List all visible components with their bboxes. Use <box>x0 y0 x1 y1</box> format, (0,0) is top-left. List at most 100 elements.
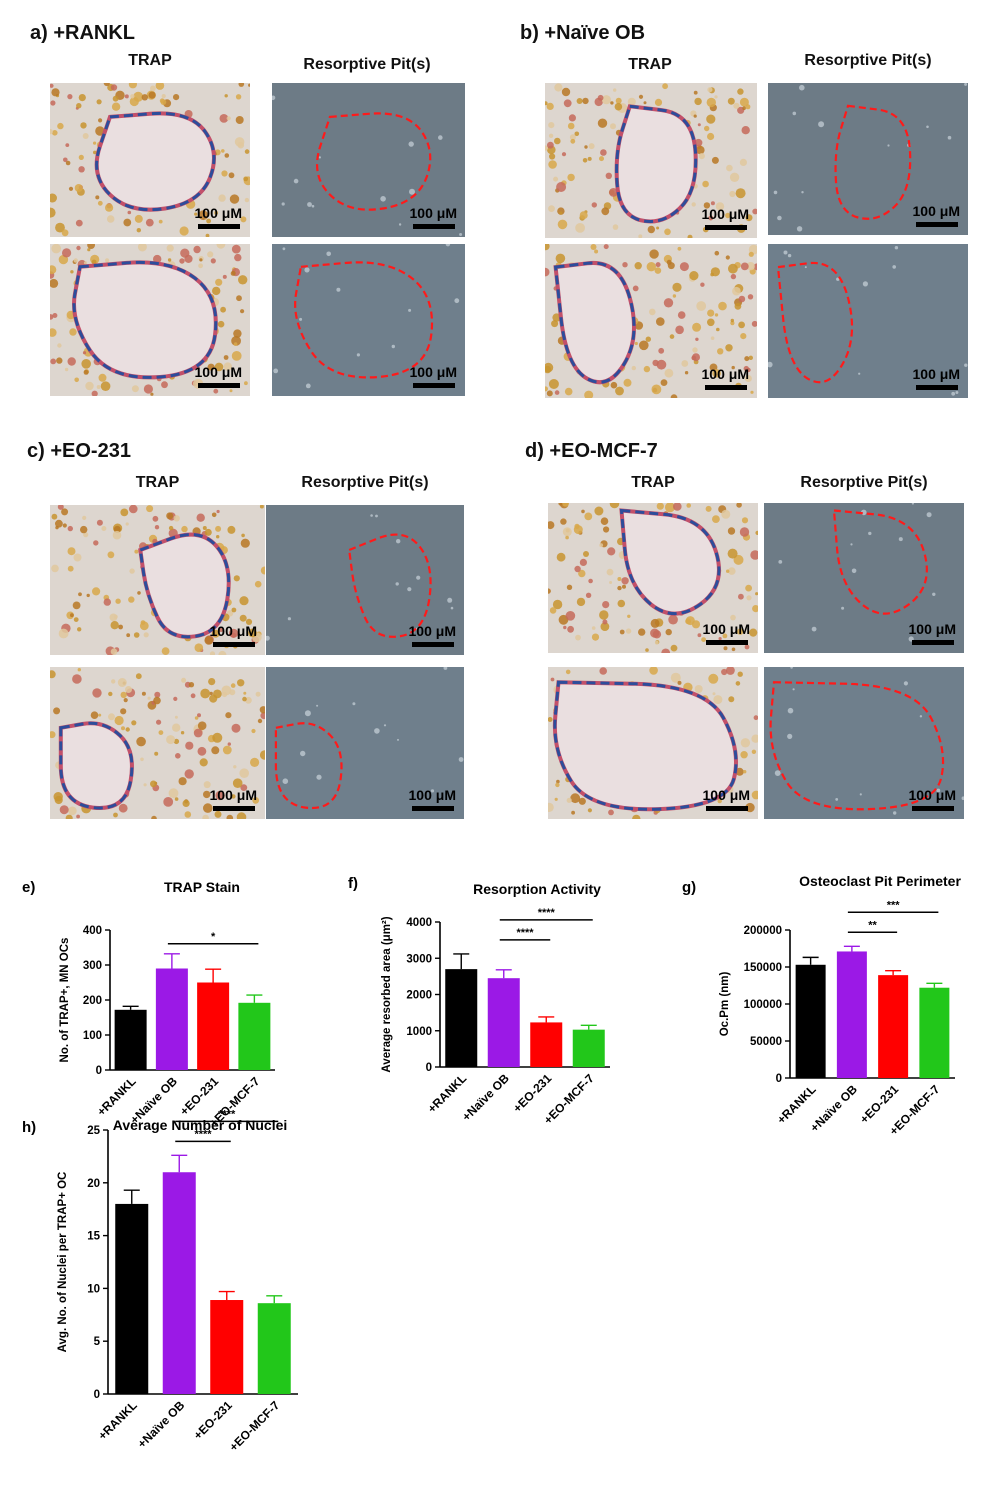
chart-f: f) Resorption Activity 0 1000 2000 3000 4000 Av… <box>348 875 610 1127</box>
scale-bar-label: 100 μM <box>195 364 242 380</box>
significance-label: **** <box>516 927 534 939</box>
micrograph-c-pit-1: 100 μM <box>266 505 464 655</box>
panel-b-trap-heading: TRAP <box>628 56 672 73</box>
scale-bar-label: 100 μM <box>703 787 750 803</box>
panel-d-pit-heading: Resorptive Pit(s) <box>800 474 928 491</box>
panel-c-trap-heading: TRAP <box>135 474 180 491</box>
micrograph-a-trap-2: 100 μM <box>50 244 250 396</box>
scale-bar: 100 μM <box>913 203 960 227</box>
bar-g-0 <box>795 964 826 1078</box>
scale-bar-label: 100 μM <box>195 205 242 221</box>
y-tick-label: 200000 <box>744 925 782 937</box>
chart-f-letter: f) <box>348 875 358 892</box>
panel-d-trap-heading: TRAP <box>631 474 675 491</box>
y-tick-label: 400 <box>83 925 102 937</box>
scale-bar: 100 μM <box>409 787 456 811</box>
panel-b-pit-heading: Resorptive Pit(s) <box>804 52 932 69</box>
bar-h-1 <box>162 1172 196 1394</box>
scale-bar-label: 100 μM <box>909 621 956 637</box>
y-tick-label: 0 <box>94 1389 100 1401</box>
scale-bar: 100 μM <box>703 787 750 811</box>
micrograph-b-trap-2: 100 μM <box>545 244 757 398</box>
x-tick-label: +Naïve OB <box>135 1398 188 1451</box>
micrograph-a-trap-1: 100 μM <box>50 83 250 237</box>
bar-f-2 <box>530 1022 563 1067</box>
chart-g: g) Osteoclast Pit Perimeter 0 50000 100000 15… <box>682 873 961 1138</box>
y-tick-label: 5 <box>94 1336 101 1348</box>
significance-label: **** <box>218 1108 236 1120</box>
bar-e-1 <box>155 968 188 1070</box>
significance-label: * <box>211 931 216 943</box>
scale-bar: 100 μM <box>913 366 960 390</box>
scale-bar: 100 μM <box>702 206 749 230</box>
y-tick-label: 200 <box>83 995 102 1007</box>
bar-f-0 <box>445 969 478 1067</box>
chart-h: h) Average Number of Nuclei0510152025Avg.… <box>22 1108 298 1454</box>
micrograph-b-pit-1: 100 μM <box>768 83 968 235</box>
significance-label: *** <box>887 899 901 911</box>
chart-e-letter: e) <box>22 879 35 896</box>
bar-g-3 <box>919 987 950 1078</box>
panel-c-pit-heading: Resorptive Pit(s) <box>301 474 429 491</box>
scale-bar-label: 100 μM <box>913 203 960 219</box>
y-tick-label: 10 <box>87 1283 100 1295</box>
y-tick-label: 50000 <box>750 1036 782 1048</box>
chart-h-ylabel: Avg. No. of Nuclei per TRAP+ OC <box>57 1172 69 1353</box>
y-tick-label: 1000 <box>406 1026 432 1038</box>
scale-bar-label: 100 μM <box>909 787 956 803</box>
bar-e-3 <box>238 1002 271 1070</box>
panel-a-pit-heading: Resorptive Pit(s) <box>303 56 431 73</box>
scale-bar-label: 100 μM <box>913 366 960 382</box>
micrograph-b-pit-2: 100 μM <box>768 244 968 398</box>
bar-g-1 <box>836 951 867 1078</box>
chart-e-title: TRAP Stain <box>164 879 240 895</box>
x-tick-label: +RANKL <box>425 1071 470 1116</box>
scale-bar: 100 μM <box>195 364 242 388</box>
significance-label: **** <box>538 907 556 919</box>
scale-bar-label: 100 μM <box>702 206 749 222</box>
bar-h-0 <box>115 1203 149 1394</box>
y-tick-label: 300 <box>83 960 102 972</box>
bar-f-1 <box>487 978 520 1067</box>
micrograph-d-trap-2: 100 μM <box>548 667 758 819</box>
x-tick-label: +EO-231 <box>510 1071 554 1115</box>
significance-label: ** <box>868 919 877 931</box>
chart-h-letter: h) <box>22 1119 36 1136</box>
scale-bar: 100 μM <box>210 787 257 811</box>
micrograph-c-trap-2: 100 μM <box>50 667 265 819</box>
bar-e-0 <box>114 1009 147 1070</box>
panel-c-label: c) +EO-231 <box>27 440 131 462</box>
panel-b-label: b) +Naïve OB <box>520 22 646 44</box>
x-tick-label: +EO-231 <box>191 1398 235 1442</box>
scale-bar-label: 100 μM <box>410 364 457 380</box>
scale-bar-label: 100 μM <box>409 623 456 639</box>
chart-g-ylabel: Oc.Pm (nm) <box>719 972 731 1037</box>
y-tick-label: 2000 <box>406 990 432 1002</box>
micrograph-d-pit-1: 100 μM <box>764 503 964 653</box>
scale-bar-label: 100 μM <box>702 366 749 382</box>
scale-bar: 100 μM <box>702 366 749 390</box>
scale-bar-label: 100 μM <box>409 787 456 803</box>
y-tick-label: 25 <box>87 1125 100 1137</box>
y-tick-label: 15 <box>87 1231 100 1243</box>
chart-f-title: Resorption Activity <box>473 881 601 897</box>
y-tick-label: 20 <box>87 1178 100 1190</box>
scale-bar-label: 100 μM <box>703 621 750 637</box>
chart-g-letter: g) <box>682 879 696 896</box>
scale-bar: 100 μM <box>210 623 257 647</box>
y-tick-label: 0 <box>426 1062 432 1074</box>
micrograph-d-pit-2: 100 μM <box>764 667 964 819</box>
panel-d-label: d) +EO-MCF-7 <box>525 440 658 462</box>
panel-a-trap-heading: TRAP <box>128 52 172 69</box>
micrograph-c-trap-1: 100 μM <box>50 505 265 655</box>
chart-e-ylabel: No. of TRAP+, MN OCs <box>59 938 71 1063</box>
micrograph-d-trap-1: 100 μM <box>548 503 758 653</box>
micrograph-a-pit-1: 100 μM <box>272 83 465 237</box>
x-tick-label: +RANKL <box>95 1398 140 1443</box>
chart-g-title: Osteoclast Pit Perimeter <box>799 873 961 889</box>
micrograph-b-trap-1: 100 μM <box>545 83 757 238</box>
scale-bar-label: 100 μM <box>410 205 457 221</box>
scale-bar: 100 μM <box>410 364 457 388</box>
bar-h-3 <box>257 1303 291 1394</box>
